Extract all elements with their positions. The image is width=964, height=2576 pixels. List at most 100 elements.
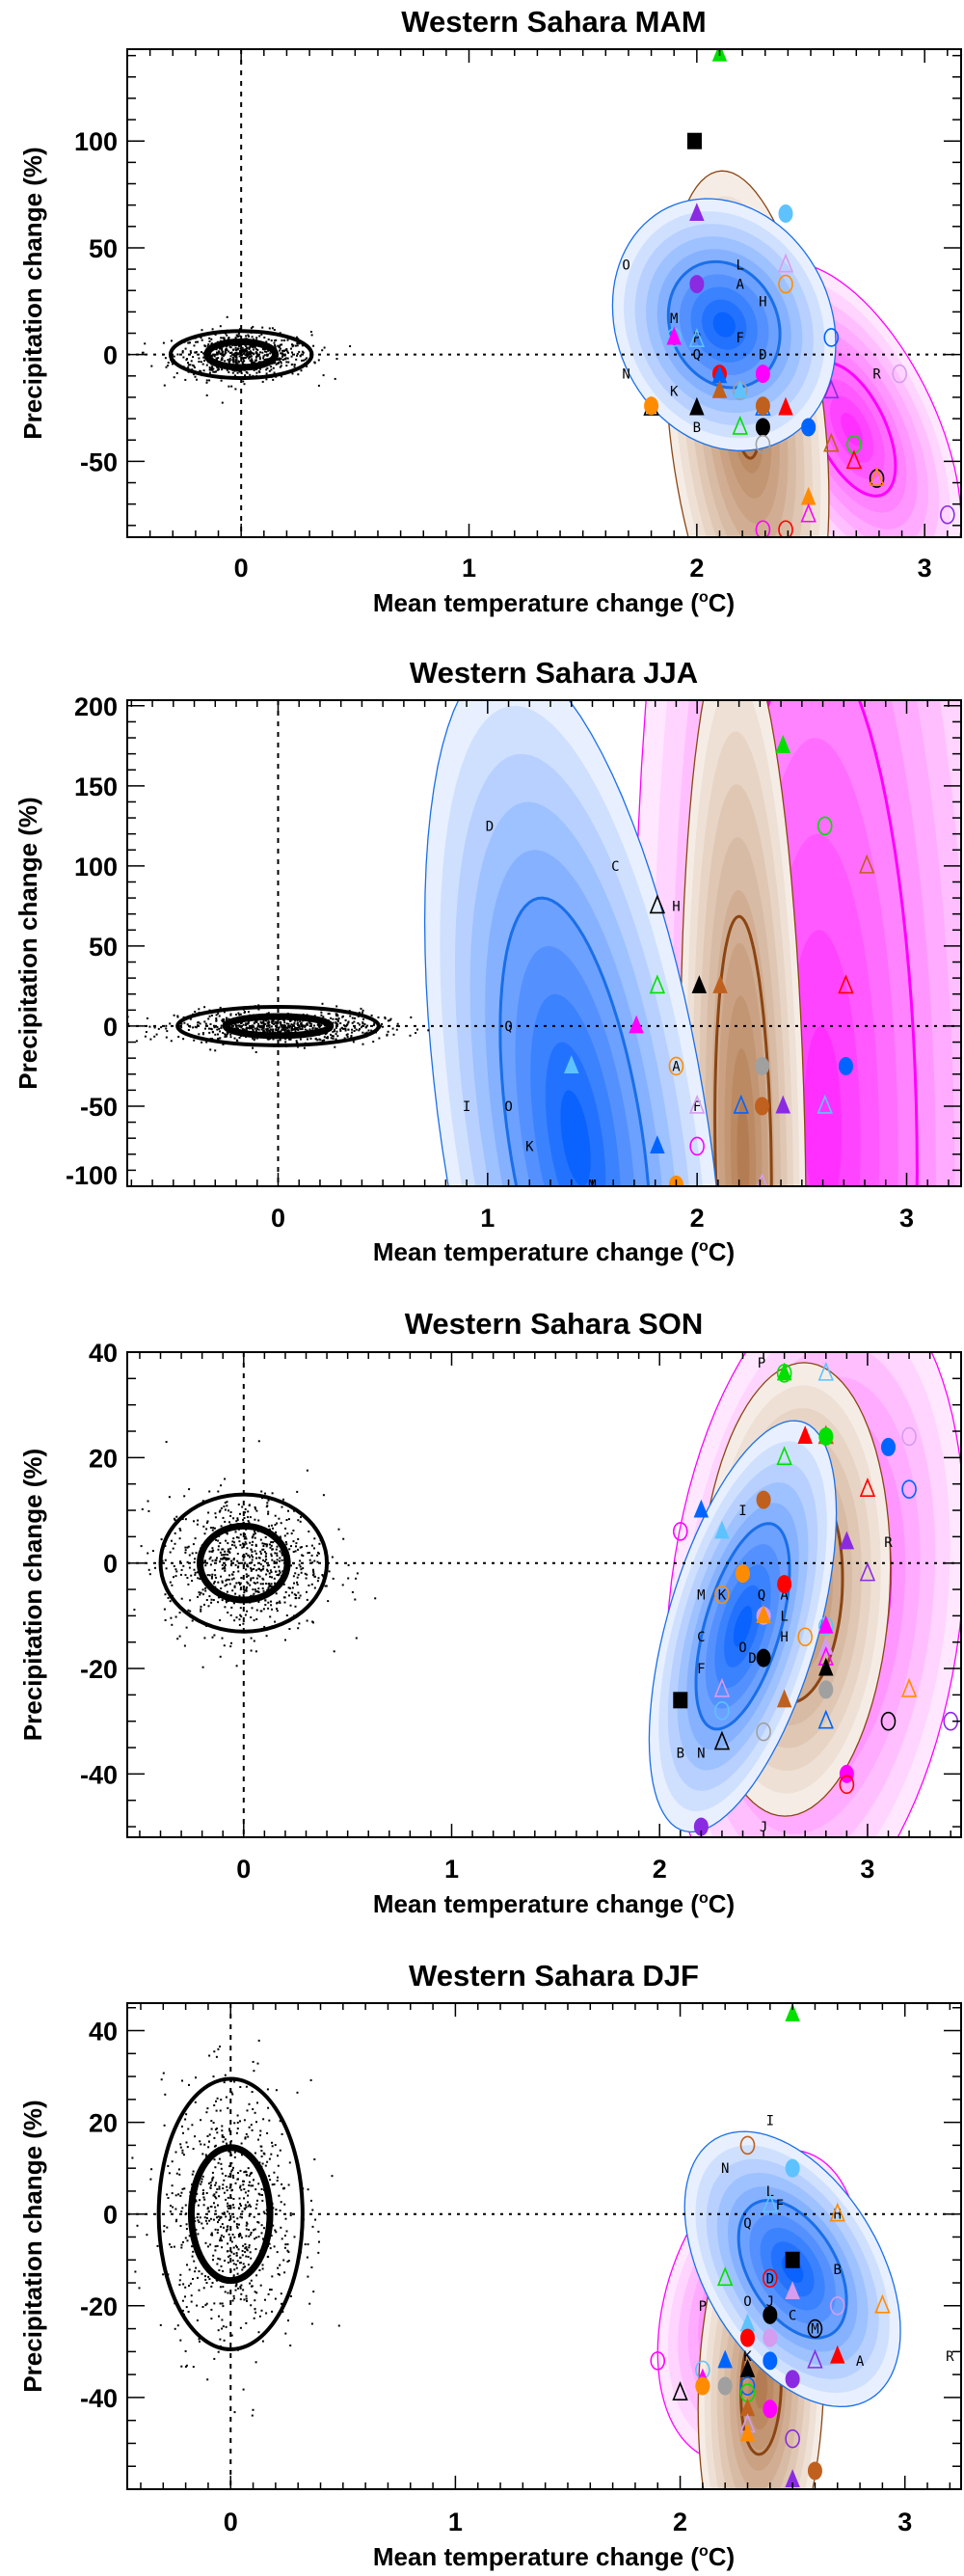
model-point-triangle	[666, 326, 682, 345]
noise-point	[258, 2269, 261, 2271]
noise-point	[243, 2197, 245, 2200]
noise-point	[323, 1039, 326, 1042]
noise-point	[279, 349, 281, 352]
noise-point	[295, 1026, 298, 1029]
model-point-circle	[755, 434, 771, 454]
noise-point	[217, 2229, 220, 2232]
noise-point	[284, 1028, 287, 1031]
noise-point	[181, 2299, 184, 2302]
noise-point	[237, 2178, 239, 2181]
noise-point	[266, 1505, 269, 1507]
chart-title: Western Sahara SON	[405, 1307, 704, 1341]
noise-point	[184, 2295, 186, 2298]
noise-point	[281, 1505, 283, 1508]
y-axis-title: Precipitation change (%)	[18, 2100, 47, 2392]
noise-point	[382, 1025, 384, 1028]
noise-point	[210, 1014, 213, 1017]
noise-point	[237, 1536, 240, 1539]
noise-point	[312, 344, 315, 347]
noise-point	[239, 1607, 242, 1610]
noise-point	[253, 2179, 254, 2182]
noise-point	[240, 354, 243, 357]
noise-point	[226, 1532, 228, 1535]
noise-point	[309, 2079, 312, 2081]
noise-point	[254, 2237, 256, 2240]
noise-point	[245, 2221, 248, 2224]
model-point-triangle	[629, 1015, 644, 1034]
noise-point	[238, 2208, 241, 2210]
noise-point	[172, 1547, 174, 1550]
control-contour	[158, 1492, 330, 1634]
noise-point	[235, 351, 238, 354]
noise-point	[250, 2257, 253, 2260]
model-point-circle	[778, 204, 793, 224]
noise-point	[173, 355, 175, 358]
noise-point	[201, 329, 203, 332]
noise-point	[231, 2168, 234, 2171]
noise-point	[256, 1025, 259, 1028]
noise-point	[248, 357, 251, 360]
model-letter-m: M	[697, 1588, 705, 1604]
noise-point	[241, 1546, 244, 1549]
noise-point	[261, 380, 264, 383]
noise-point	[250, 1548, 253, 1551]
noise-point	[290, 1023, 293, 1026]
noise-point	[224, 350, 227, 353]
noise-point	[110, 1491, 112, 1493]
noise-point	[285, 348, 287, 351]
noise-point	[290, 1564, 292, 1567]
noise-point	[245, 1568, 248, 1571]
noise-point	[227, 2196, 229, 2199]
noise-point	[244, 2136, 247, 2139]
noise-point	[201, 2227, 204, 2230]
noise-point	[236, 1559, 239, 1562]
noise-point	[208, 2054, 211, 2057]
noise-point	[249, 373, 252, 376]
noise-point	[192, 2250, 195, 2253]
noise-point	[280, 375, 282, 378]
noise-point	[220, 352, 222, 355]
noise-point	[259, 2134, 261, 2137]
model-point-circle	[777, 1575, 792, 1594]
noise-point	[331, 2175, 334, 2178]
noise-point	[317, 2231, 320, 2233]
noise-point	[233, 2220, 236, 2223]
noise-point	[221, 1567, 224, 1570]
noise-point	[226, 2185, 228, 2188]
model-point-triangle	[874, 2293, 891, 2314]
noise-point	[301, 1554, 304, 1557]
noise-point	[246, 1610, 249, 1613]
noise-point	[255, 337, 258, 339]
noise-point	[355, 1637, 358, 1640]
noise-point	[224, 1508, 227, 1511]
noise-point	[219, 1655, 222, 1658]
noise-point	[193, 2260, 196, 2263]
noise-point	[244, 2265, 246, 2268]
noise-point	[219, 1509, 222, 1512]
noise-point	[296, 1490, 299, 1493]
noise-point	[287, 1022, 290, 1025]
noise-point	[219, 1030, 221, 1033]
noise-point	[198, 2221, 201, 2224]
noise-point	[314, 2218, 317, 2221]
noise-point	[190, 360, 193, 363]
noise-point	[321, 1002, 324, 1005]
noise-point	[262, 1545, 265, 1547]
noise-point	[240, 2237, 243, 2239]
noise-point	[281, 1028, 283, 1031]
noise-point	[165, 366, 168, 368]
noise-point	[289, 1024, 292, 1027]
noise-point	[236, 1024, 239, 1027]
noise-point	[279, 343, 281, 346]
noise-point	[263, 1551, 266, 1554]
noise-point	[219, 1551, 222, 1554]
noise-point	[205, 2216, 208, 2219]
noise-point	[247, 353, 250, 356]
noise-point	[196, 1571, 199, 1574]
noise-point	[233, 2156, 236, 2158]
noise-point	[271, 2310, 274, 2313]
noise-point	[225, 1601, 228, 1604]
y-tick-label: -40	[80, 2384, 118, 2413]
noise-point	[215, 370, 217, 373]
noise-point	[267, 1038, 270, 1041]
